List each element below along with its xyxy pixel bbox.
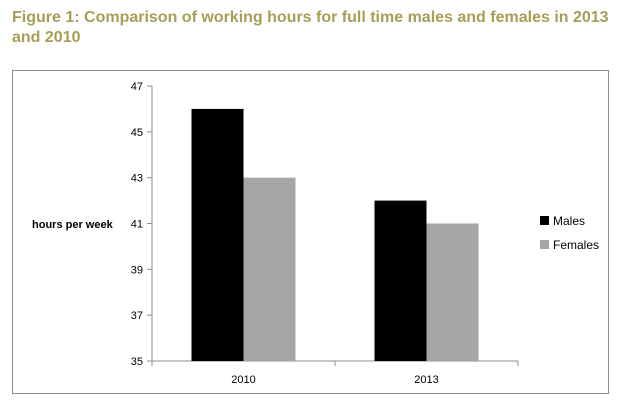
x-tick-label: 2013 xyxy=(414,374,438,386)
y-tick-label: 37 xyxy=(131,310,143,322)
y-axis: 35 37 39 41 43 45 47 xyxy=(131,81,153,368)
y-tick-label: 45 xyxy=(131,127,143,139)
legend-swatch-males xyxy=(540,216,549,225)
bars xyxy=(191,108,479,362)
y-axis-title: hours per week xyxy=(32,219,114,231)
chart-frame xyxy=(12,70,609,394)
bar-males-2013 xyxy=(374,200,427,361)
y-tick-label: 39 xyxy=(131,264,143,276)
figure-title: Figure 1: Comparison of working hours fo… xyxy=(12,9,609,46)
legend: Males Females xyxy=(540,214,599,252)
bar-females-2013 xyxy=(426,223,479,361)
bar-females-2010 xyxy=(243,177,296,361)
x-axis: 2010 2013 xyxy=(151,360,519,386)
legend-label-females: Females xyxy=(553,238,599,252)
bar-males-2010 xyxy=(191,108,244,362)
legend-swatch-females xyxy=(540,240,549,249)
y-tick-label: 41 xyxy=(131,219,143,231)
y-tick-label: 35 xyxy=(131,356,143,368)
y-tick-label: 43 xyxy=(131,173,143,185)
y-tick-label: 47 xyxy=(131,81,143,93)
legend-label-males: Males xyxy=(553,214,585,228)
x-tick-label: 2010 xyxy=(231,374,255,386)
